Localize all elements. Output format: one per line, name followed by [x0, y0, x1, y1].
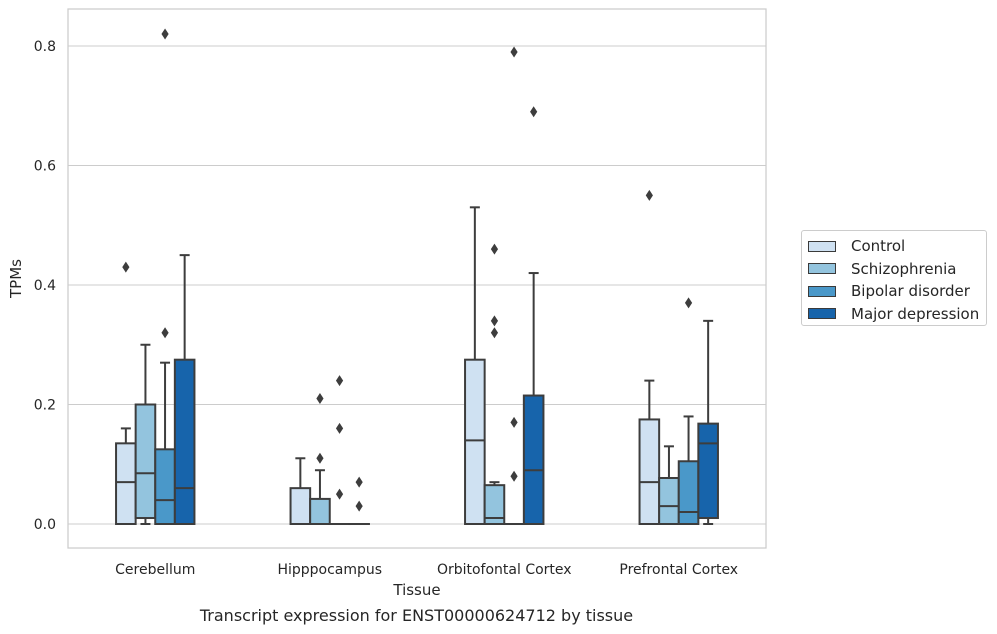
- outlier-point: [510, 46, 518, 58]
- box-marks: [115, 28, 719, 526]
- x-axis-label: Tissue: [392, 581, 440, 599]
- x-tick-label: Orbitofontal Cortex: [437, 562, 572, 578]
- box: [697, 422, 719, 520]
- y-tick-label: 0.2: [34, 398, 56, 414]
- x-tick-label: Cerebellum: [115, 562, 195, 578]
- outlier-point: [335, 422, 344, 434]
- box-group: [328, 375, 351, 526]
- outlier-point: [161, 327, 169, 339]
- legend-swatch-major-depression: [808, 308, 836, 320]
- box: [134, 403, 157, 520]
- legend-swatch-bipolar-disorder: [808, 285, 836, 297]
- outlier-point: [316, 452, 324, 464]
- box-group: [154, 28, 176, 525]
- box-group: [464, 206, 486, 525]
- box: [115, 442, 137, 525]
- box-group: [134, 343, 157, 525]
- legend-swatch-schizophrenia: [808, 263, 836, 275]
- box-group: [658, 445, 680, 525]
- outlier-point: [490, 327, 499, 339]
- box-group: [522, 106, 545, 525]
- x-tick-label: Hipppocampus: [277, 562, 382, 578]
- outlier-point: [122, 261, 130, 273]
- box-group: [677, 297, 700, 526]
- outlier-point: [510, 470, 518, 482]
- outlier-point: [510, 416, 518, 428]
- box: [638, 418, 661, 525]
- box-group: [115, 261, 137, 525]
- box-group: [638, 189, 661, 525]
- y-tick-label: 0.4: [34, 278, 56, 294]
- box-group: [483, 243, 506, 526]
- plot-area-frame: [67, 8, 767, 549]
- box-group: [697, 319, 719, 525]
- outlier-point: [530, 106, 538, 118]
- x-tick-label: Prefrontal Cortex: [619, 562, 738, 578]
- box: [522, 394, 545, 525]
- legend-item-control: Control: [808, 235, 986, 258]
- outlier-point: [684, 297, 693, 309]
- y-tick-label: 0.8: [34, 39, 56, 55]
- legend-item-major-depression: Major depression: [808, 303, 986, 326]
- box: [173, 358, 196, 525]
- box: [483, 484, 506, 526]
- outlier-point: [645, 189, 653, 201]
- y-axis-label: TPMs: [7, 259, 25, 299]
- chart-caption: Transcript expression for ENST0000062471…: [199, 606, 634, 625]
- legend-label-schizophrenia: Schizophrenia: [851, 259, 957, 278]
- outlier-point: [335, 488, 344, 500]
- box: [677, 460, 700, 526]
- legend-item-bipolar-disorder: Bipolar disorder: [808, 280, 986, 303]
- outlier-point: [335, 375, 344, 387]
- tick-labels: 0.0 0.2 0.4 0.6 0.8 Cerebellum Hipppocampus Orb…: [34, 39, 738, 578]
- box: [464, 358, 486, 525]
- legend-label-bipolar-disorder: Bipolar disorder: [851, 282, 970, 301]
- outlier-point: [355, 476, 363, 488]
- y-tick-label: 0.6: [34, 159, 56, 175]
- y-tick-label: 0.0: [34, 517, 56, 533]
- box: [309, 497, 331, 525]
- outlier-point: [490, 243, 499, 255]
- outlier-point: [490, 315, 499, 327]
- legend: Control Schizophrenia Bipolar disorder M…: [801, 230, 987, 326]
- box-group: [173, 254, 196, 525]
- outlier-point: [316, 393, 324, 405]
- box: [658, 476, 680, 525]
- legend-label-major-depression: Major depression: [851, 304, 980, 323]
- legend-label-control: Control: [851, 237, 906, 256]
- legend-swatch-control: [808, 240, 836, 252]
- box: [154, 448, 176, 525]
- box-group: [289, 457, 312, 525]
- outlier-point: [355, 500, 363, 512]
- box-group: [309, 393, 331, 525]
- box: [289, 487, 312, 525]
- box-group: [503, 46, 525, 526]
- legend-item-schizophrenia: Schizophrenia: [808, 258, 986, 281]
- box-group: [348, 476, 370, 526]
- outlier-point: [161, 28, 169, 40]
